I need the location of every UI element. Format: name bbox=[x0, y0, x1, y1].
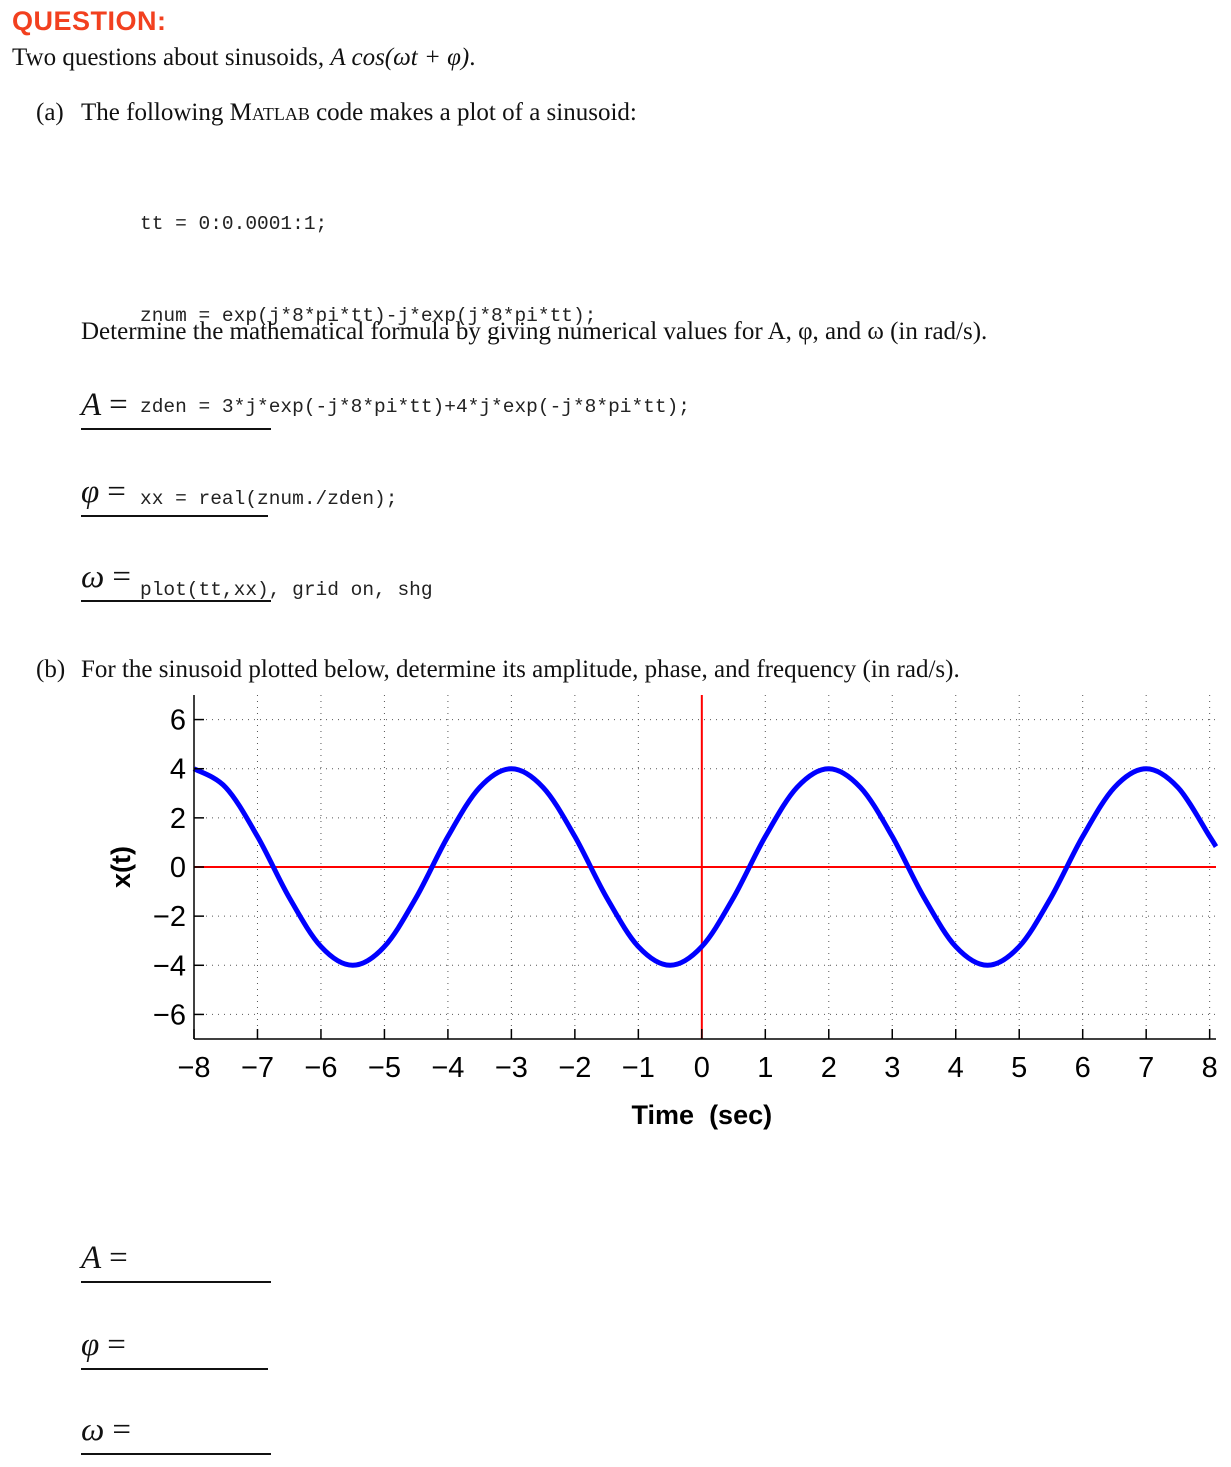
tick-labels: −8 −7 −6 −5 −4 −3 −2 −1 0 1 2 3 4 5 6 7 8 −6 −4 −2 0 2 4 6 bbox=[153, 705, 1218, 1084]
plot-frame bbox=[193, 695, 1216, 1040]
y-tick-label: 2 bbox=[170, 803, 186, 835]
answer-a-frequency-blank[interactable]: ω = bbox=[81, 556, 271, 602]
part-a-text-before: The following bbox=[81, 99, 230, 126]
y-tick-label: −6 bbox=[153, 999, 186, 1031]
x-tick-label: 8 bbox=[1202, 1052, 1218, 1084]
code-line: znum = exp(j*8*pi*tt)-j*exp(j*8*pi*tt); bbox=[140, 304, 597, 327]
intro-sentence: Two questions about sinusoids, bbox=[12, 44, 331, 71]
matlab-code-block: tt = 0:0.0001:1; znum = exp(j*8*pi*tt)-j… bbox=[140, 148, 690, 636]
answer-a-amplitude-blank[interactable]: A = bbox=[81, 384, 271, 430]
answer-symbol: A bbox=[81, 387, 102, 423]
part-a-instruction: Determine the mathematical formula by gi… bbox=[81, 318, 988, 345]
sinusoid-formula: A cos(ωt + φ) bbox=[330, 44, 470, 71]
y-tick-label: 4 bbox=[170, 754, 186, 786]
x-tick-label: −1 bbox=[622, 1052, 655, 1084]
x-tick-label: 4 bbox=[948, 1052, 964, 1084]
x-tick-label: 2 bbox=[821, 1052, 837, 1084]
answer-equals: = bbox=[109, 387, 128, 423]
y-tick-label: −4 bbox=[153, 950, 186, 982]
code-line: tt = 0:0.0001:1; bbox=[140, 213, 328, 235]
matlab-word: Matlab bbox=[229, 99, 310, 126]
code-line: xx = real(znum./zden); bbox=[140, 487, 398, 510]
answer-symbol: φ bbox=[81, 1327, 100, 1363]
answer-a-phase-blank[interactable]: φ = bbox=[81, 471, 268, 517]
part-a-text: The following Matlab code makes a plot o… bbox=[81, 99, 637, 127]
part-a-text-after: code makes a plot of a sinusoid: bbox=[309, 99, 637, 126]
answer-symbol: ω bbox=[81, 1412, 105, 1448]
curve-layer bbox=[192, 766, 1219, 968]
part-a-label: (a) bbox=[36, 99, 64, 126]
answer-equals: = bbox=[107, 474, 126, 510]
y-tick-label: 0 bbox=[170, 852, 186, 884]
answer-symbol: ω bbox=[81, 559, 105, 595]
x-tick-label: 1 bbox=[757, 1052, 773, 1084]
part-b-label: (b) bbox=[36, 656, 66, 683]
y-tick-label: −2 bbox=[153, 901, 186, 933]
x-tick-label: −3 bbox=[495, 1052, 528, 1084]
x-tick-label: −7 bbox=[241, 1052, 274, 1084]
answer-equals: = bbox=[112, 1412, 131, 1448]
answer-b-phase-blank[interactable]: φ = bbox=[81, 1324, 268, 1370]
y-axis-title: x(t) bbox=[106, 846, 136, 888]
answer-equals: = bbox=[112, 559, 131, 595]
intro-period: . bbox=[469, 44, 476, 71]
answer-symbol: φ bbox=[81, 474, 100, 510]
x-tick-label: 6 bbox=[1075, 1052, 1091, 1084]
x-tick-label: 0 bbox=[694, 1052, 710, 1084]
code-line: zden = 3*j*exp(-j*8*pi*tt)+4*j*exp(-j*8*… bbox=[140, 396, 690, 418]
x-tick-label: 7 bbox=[1138, 1052, 1154, 1084]
x-tick-label: 3 bbox=[884, 1052, 900, 1084]
question-heading: QUESTION: bbox=[12, 6, 167, 36]
x-tick-label: −4 bbox=[431, 1052, 464, 1084]
sinusoid-plot: −8 −7 −6 −5 −4 −3 −2 −1 0 1 2 3 4 5 6 7 8 −6 −4 −2 0 2 4 6 Time… bbox=[106, 695, 1219, 1130]
x-tick-label: 5 bbox=[1011, 1052, 1027, 1084]
sinusoid-curve bbox=[192, 766, 1219, 968]
x-tick-label: −6 bbox=[304, 1052, 337, 1084]
x-tick-label: −5 bbox=[368, 1052, 401, 1084]
answer-equals: = bbox=[109, 1240, 128, 1276]
intro-text: Two questions about sinusoids, A cos(ωt … bbox=[12, 44, 476, 72]
answer-symbol: A bbox=[81, 1240, 102, 1276]
x-tick-label: −8 bbox=[177, 1052, 210, 1084]
code-line: plot(tt,xx), grid on, shg bbox=[140, 579, 433, 601]
answer-b-frequency-blank[interactable]: ω = bbox=[81, 1409, 271, 1455]
answer-equals: = bbox=[107, 1327, 126, 1363]
answer-b-amplitude-blank[interactable]: A = bbox=[81, 1237, 271, 1283]
x-axis-title: Time (sec) bbox=[632, 1100, 773, 1130]
x-tick-label: −2 bbox=[558, 1052, 591, 1084]
part-b-text: For the sinusoid plotted below, determin… bbox=[81, 656, 960, 683]
reference-lines bbox=[194, 695, 1216, 1039]
y-tick-label: 6 bbox=[170, 705, 186, 737]
